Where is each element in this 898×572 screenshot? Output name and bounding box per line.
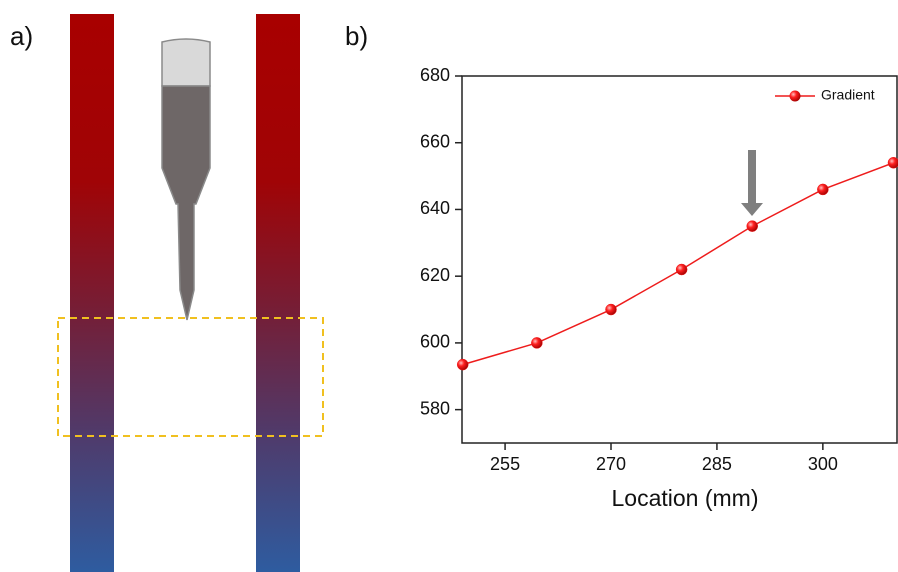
data-point [605,303,617,316]
y-tick-label: 620 [420,265,450,285]
y-tick-label: 660 [420,131,450,151]
panel-label: a) [10,21,33,51]
y-tick-label: 640 [420,198,450,218]
legend-marker [789,90,801,102]
plot-frame [461,75,898,444]
series-line [462,162,894,366]
x-tick-label: 270 [596,454,626,474]
x-tick-label: 285 [702,454,732,474]
data-point [456,358,469,371]
data-point [531,337,543,349]
left-tube [70,14,114,572]
data-point [887,156,898,169]
pipette-cap [161,38,211,87]
y-tick-label: 580 [420,398,450,418]
arrow [741,150,763,216]
panel-label: b) [345,21,368,51]
y-tick-label: 600 [420,332,450,352]
data-point [817,183,829,196]
highlight-box [57,317,324,437]
legend-label: Gradient [821,87,875,103]
x-tick-label: 255 [490,454,520,474]
x-tick-label: 300 [808,454,838,474]
plot: 580 600 620 640 660 680 255 270 285 300 Gradient [420,65,898,474]
x-axis-label: Location (mm) [612,485,759,511]
right-tube [256,14,300,572]
y-tick-label: 680 [420,65,450,85]
data-point [675,263,688,276]
data-point [746,220,758,232]
pipette-body [161,85,211,321]
